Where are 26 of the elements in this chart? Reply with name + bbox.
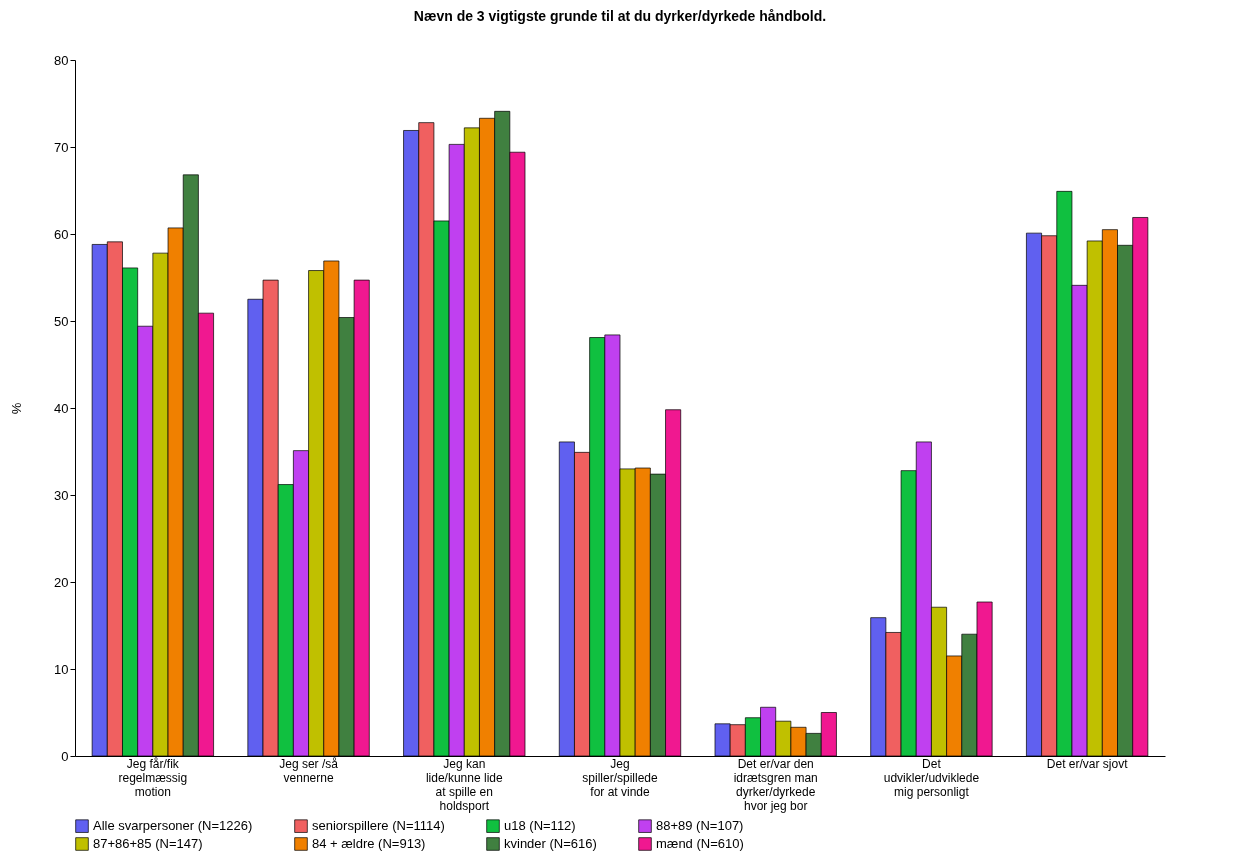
x-tick-label: Jeg kan lide/kunne lide at spille en holdsport <box>425 756 503 813</box>
x-tick-label: Jeg ser /så vennerne <box>279 756 339 785</box>
legend-label: u18 (N=112) <box>504 818 576 834</box>
x-tick-label: Det udvikler/udviklede mig personligt <box>883 756 980 799</box>
legend-label: 88+89 (N=107) <box>656 818 744 834</box>
y-tick-label: 30 <box>54 487 69 503</box>
y-tick-label: 70 <box>54 139 69 155</box>
legend-label: 87+86+85 (N=147) <box>93 836 203 851</box>
y-tick-label: 40 <box>54 400 69 416</box>
legend-label: Alle svarpersoner (N=1226) <box>93 818 253 834</box>
x-tick-label: Jeg spiller/spillede for at vinde <box>582 756 659 799</box>
x-tick-label: Jeg får/fik regelmæssig motion <box>118 756 188 799</box>
x-tick-label: Det er/var den idrætsgren man dyrker/dyrkede hvor jeg bor <box>733 756 818 813</box>
x-tick-label: Det er/var sjovt <box>1046 756 1129 771</box>
y-tick-label: 10 <box>54 661 69 677</box>
y-tick-label: 60 <box>54 226 69 242</box>
chart-title: Nævn de 3 vigtigste grunde til at du dyrker/dyrkede håndbold. <box>413 8 827 24</box>
legend-label: 84 + ældre (N=913) <box>312 836 426 851</box>
legend-label: kvinder (N=616) <box>504 836 597 851</box>
y-tick-label: 0 <box>61 748 69 764</box>
legend-label: mænd (N=610) <box>656 836 744 851</box>
legend-label: seniorspillere (N=1114) <box>312 818 445 834</box>
y-tick-label: 50 <box>54 313 69 329</box>
y-tick-label: 80 <box>54 52 69 68</box>
y-tick-label: 20 <box>54 574 69 590</box>
y-axis-title: % <box>9 402 25 415</box>
